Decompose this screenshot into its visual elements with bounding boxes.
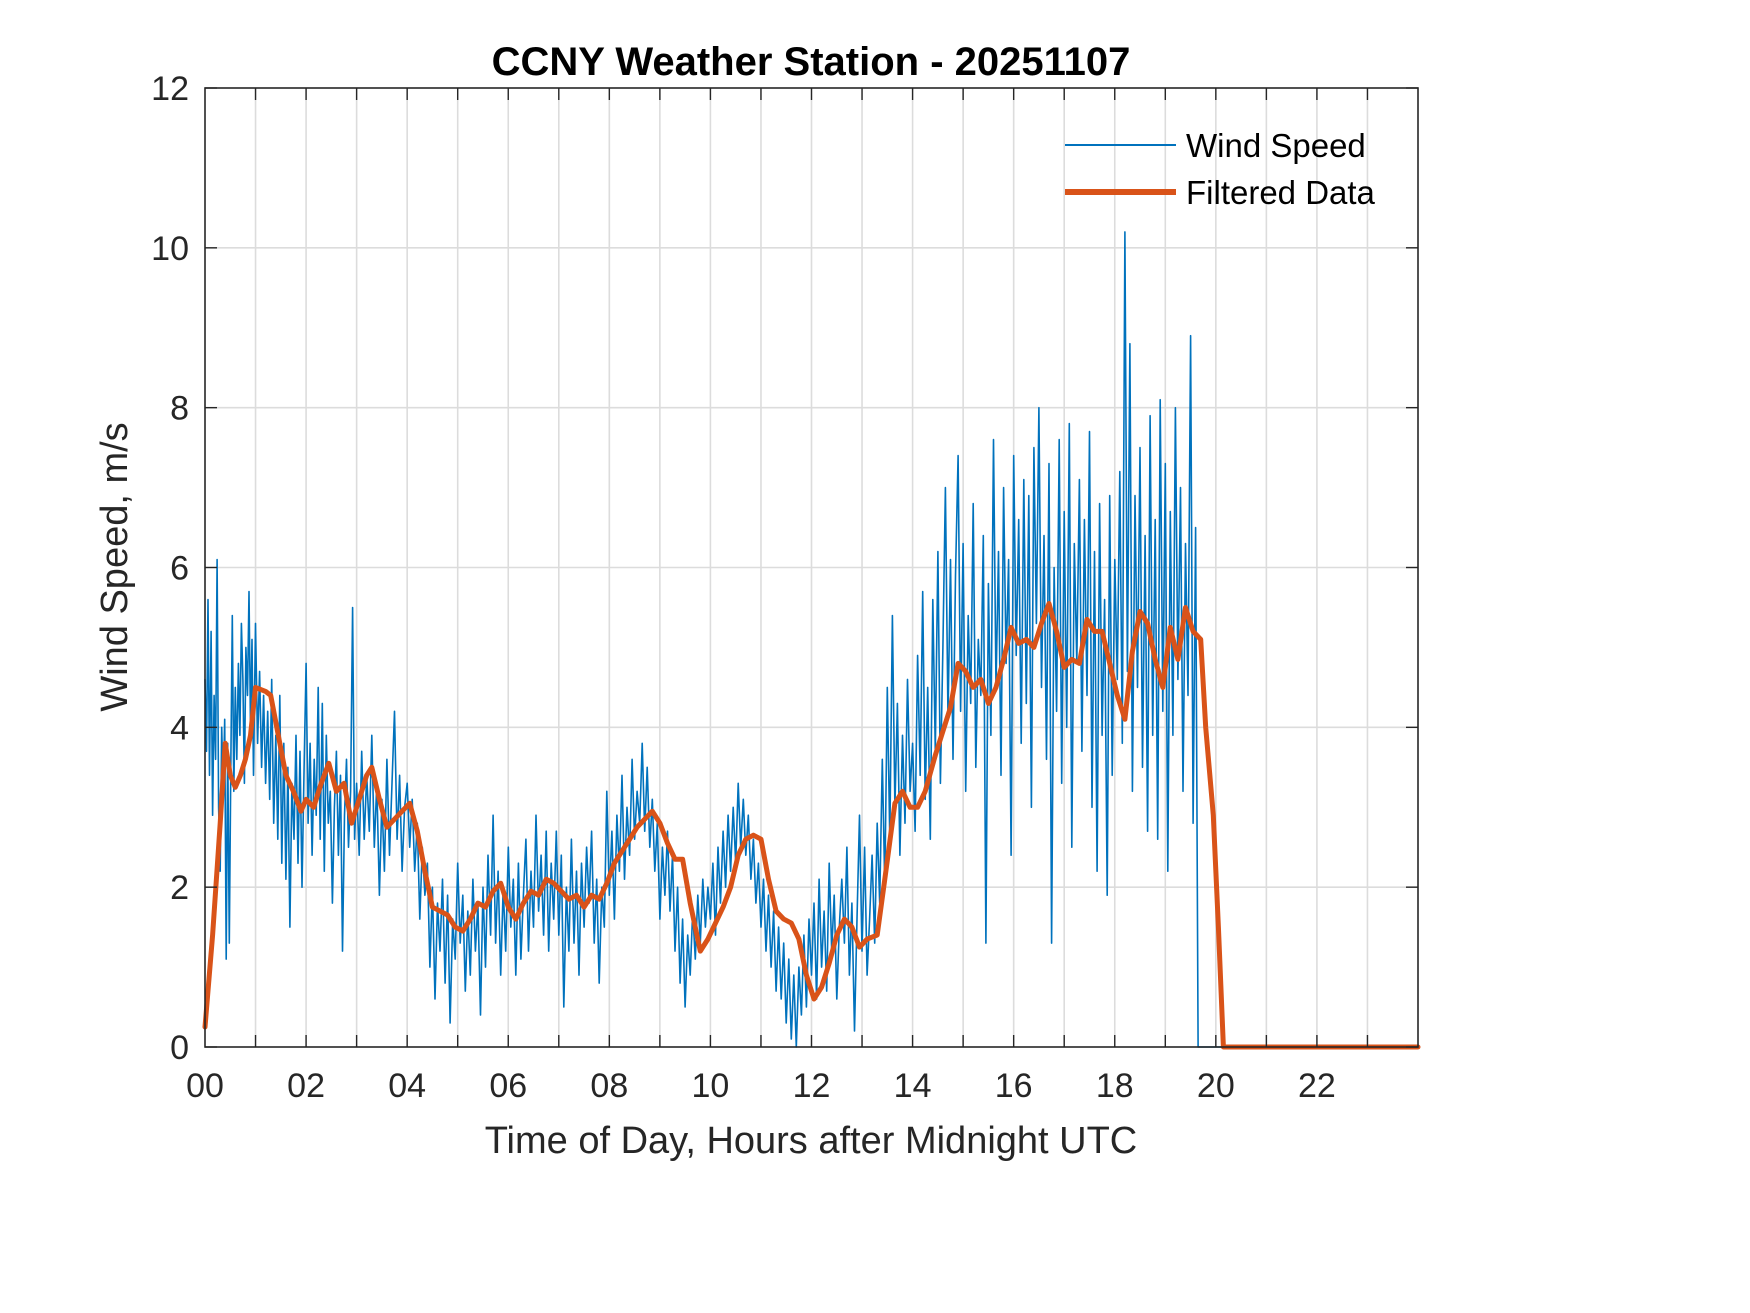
series-line-filtered-data [202, 601, 1421, 1050]
x-tick-label: 18 [1096, 1067, 1134, 1105]
x-tick-label: 02 [287, 1067, 325, 1105]
legend: Wind Speed Filtered Data [1065, 127, 1376, 211]
legend-wind-speed-label: Wind Speed [1186, 127, 1366, 164]
x-tick-label: 12 [793, 1067, 831, 1105]
x-tick-label: 06 [489, 1067, 527, 1105]
y-axis-label: Wind Speed, m/s [94, 422, 136, 711]
y-tick-label: 8 [170, 390, 189, 428]
x-tick-label: 14 [894, 1067, 932, 1105]
y-tick-label: 0 [170, 1029, 189, 1067]
chart-title: CCNY Weather Station - 20251107 [492, 40, 1131, 84]
series-layer [202, 231, 1421, 1050]
x-tick-label: 08 [590, 1067, 628, 1105]
x-tick-label: 20 [1197, 1067, 1235, 1105]
y-tick-label: 10 [151, 230, 189, 268]
x-tick-label: 04 [388, 1067, 426, 1105]
ticks [205, 87, 1418, 1048]
x-axis-label: Time of Day, Hours after Midnight UTC [485, 1120, 1138, 1162]
x-tick-label: 10 [692, 1067, 730, 1105]
x-tick-label: 16 [995, 1067, 1033, 1105]
legend-filtered-data-label: Filtered Data [1186, 174, 1376, 211]
y-tick-label: 2 [170, 869, 189, 907]
x-tick-label: 22 [1298, 1067, 1336, 1105]
y-tick-label: 4 [170, 709, 189, 747]
x-tick-label: 00 [186, 1067, 224, 1105]
y-tick-label: 6 [170, 550, 189, 588]
y-tick-label: 12 [151, 70, 189, 108]
series-line-wind-speed [204, 231, 1419, 1048]
